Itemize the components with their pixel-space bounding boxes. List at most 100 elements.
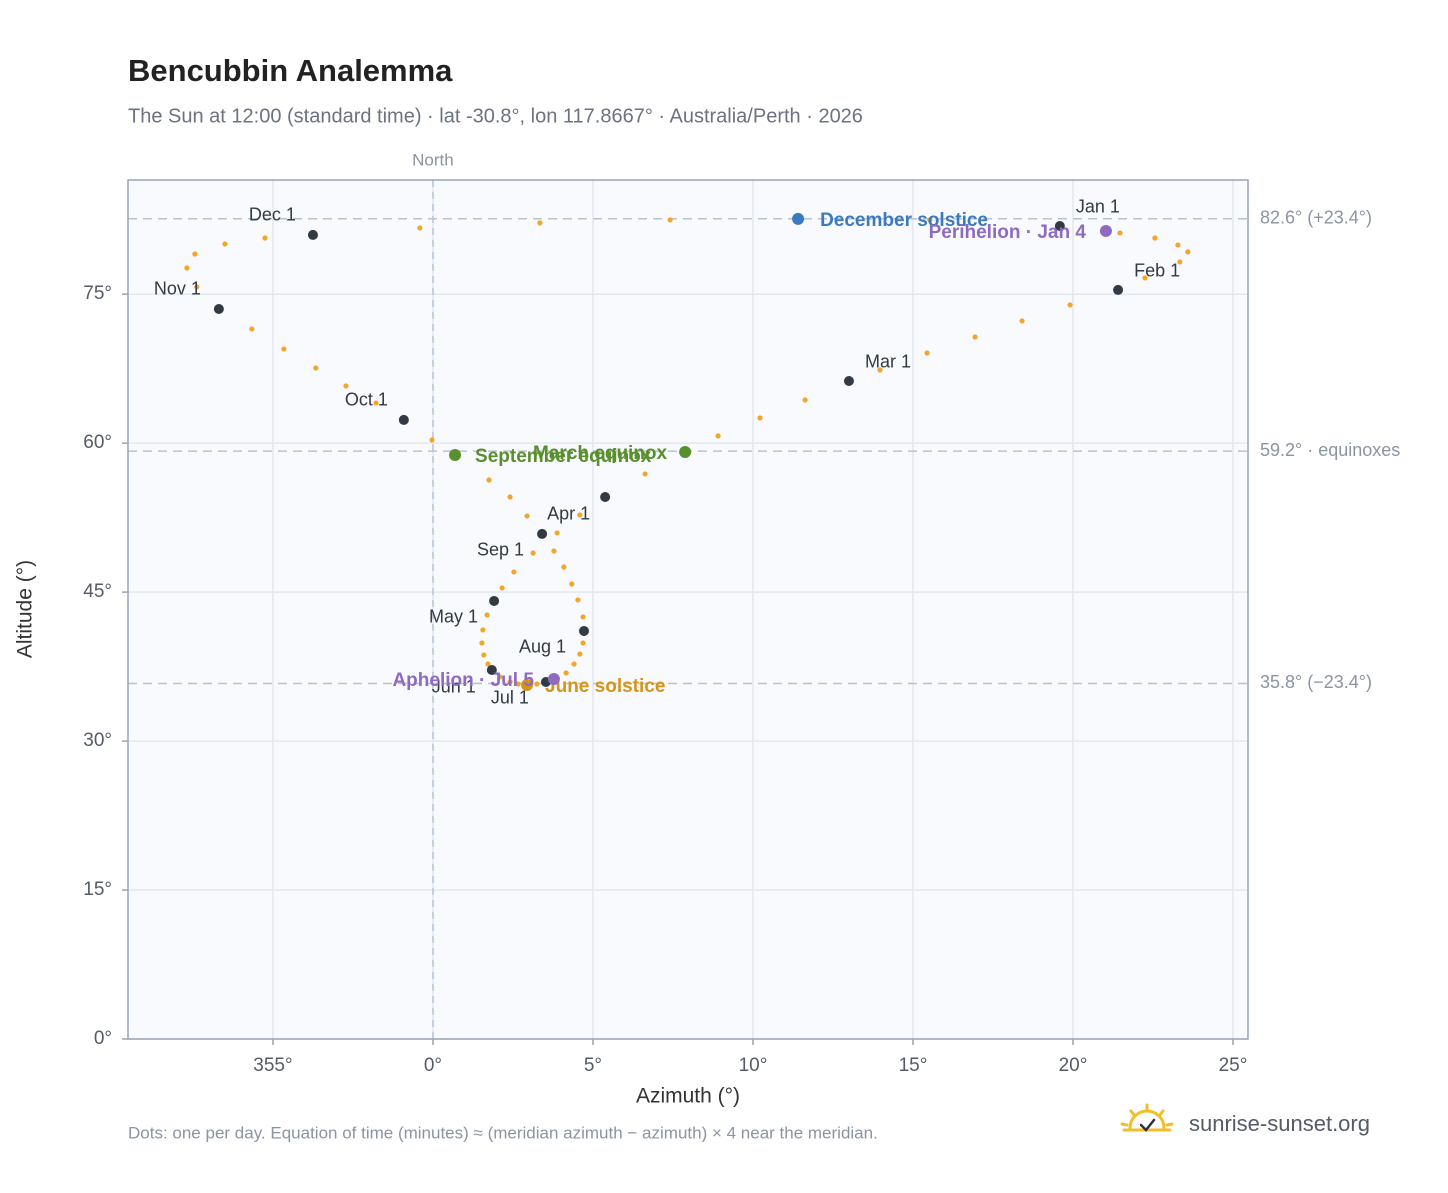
day-dot [1142, 275, 1148, 281]
day-dot [667, 217, 673, 223]
day-dot [1152, 235, 1158, 241]
month-marker [600, 491, 611, 502]
day-dot [927, 217, 933, 223]
day-dot [877, 367, 883, 373]
day-dot [1067, 302, 1073, 308]
event-label: September equinox [475, 446, 652, 467]
month-marker [1113, 284, 1124, 295]
month-label: Aug 1 [519, 637, 566, 657]
day-dot [757, 415, 763, 421]
day-dot [1019, 318, 1025, 324]
day-dot [577, 512, 583, 518]
month-label: Nov 1 [154, 279, 201, 299]
chart-title: Bencubbin Analemma [128, 53, 453, 88]
axes-layer: 355° 0° 5° 10° 15° 20° 25° 0° 15° 30° 45° 60° 75° [83, 283, 1247, 1076]
day-dot [524, 513, 530, 519]
x-tick-label: 355° [253, 1055, 292, 1076]
reference-label: 35.8° (−23.4°) [1260, 672, 1372, 692]
month-marker [843, 375, 854, 386]
day-dot [537, 220, 543, 226]
day-dot [924, 350, 930, 356]
month-marker [398, 414, 409, 425]
day-dot [551, 548, 557, 554]
x-tick-label: 10° [739, 1055, 768, 1076]
day-dot [373, 400, 379, 406]
month-marker [537, 528, 548, 539]
day-dot [511, 569, 517, 575]
y-tick-label: 60° [83, 432, 112, 453]
day-dot [192, 251, 198, 257]
day-dot [343, 383, 349, 389]
chart-subtitle: The Sun at 12:00 (standard time) · lat -… [128, 105, 863, 127]
event-marker [521, 678, 534, 691]
event-label: March equinox [533, 443, 668, 464]
day-dot [507, 679, 513, 685]
month-label: Dec 1 [249, 205, 296, 225]
month-marker [486, 664, 497, 675]
day-dot [561, 564, 567, 570]
month-marker [579, 625, 589, 636]
day-dot [715, 433, 721, 439]
month-label: May 1 [429, 607, 478, 627]
day-dot [571, 661, 577, 667]
day-dot [486, 477, 492, 483]
plot-border [127, 179, 1249, 1040]
month-label: Mar 1 [865, 352, 911, 372]
y-tick-label: 45° [83, 581, 112, 602]
day-dot [281, 346, 287, 352]
grid-layer [128, 180, 1248, 1040]
reference-label: 82.6° (+23.4°) [1260, 207, 1372, 227]
event-label: Perihelion · Jan 4 [929, 222, 1087, 243]
day-dot [222, 241, 228, 247]
day-dot [575, 597, 581, 603]
day-dot [1185, 249, 1191, 255]
day-dot [262, 235, 268, 241]
north-label: North [412, 150, 454, 169]
day-dot [569, 581, 575, 587]
x-tick-label: 15° [899, 1055, 928, 1076]
month-label: Jul 1 [491, 688, 529, 708]
month-label: Jan 1 [1076, 197, 1120, 217]
event-label: June solstice [545, 676, 665, 697]
day-dot [972, 334, 978, 340]
day-dot [534, 681, 540, 687]
reference-layer: North 82.6° (+23.4°) 59.2° · equinoxes 35.8… [128, 150, 1400, 1039]
day-dot [497, 674, 503, 680]
day-dot [1175, 242, 1181, 248]
day-dot [484, 612, 490, 618]
x-tick-label: 20° [1059, 1055, 1088, 1076]
month-label: Sep 1 [477, 540, 524, 560]
y-tick-label: 75° [83, 283, 112, 304]
day-dot [249, 326, 255, 332]
day-dot [481, 652, 487, 658]
x-tick-label: 25° [1219, 1055, 1248, 1076]
day-dot [554, 530, 560, 536]
y-tick-label: 0° [94, 1028, 112, 1049]
brand-name: sunrise-sunset.org [1189, 1111, 1370, 1136]
day-dot [507, 494, 513, 500]
markers-layer: Jan 1 Feb 1 Mar 1 Apr 1 May 1 Jun 1 Jul 1 Aug 1… [154, 197, 1180, 708]
x-axis-label: Azimuth (°) [636, 1085, 740, 1108]
day-dot [642, 471, 648, 477]
brand-logo [1120, 1103, 1174, 1132]
y-axis-label: Altitude (°) [14, 560, 37, 658]
x-tick-label: 0° [424, 1055, 442, 1076]
day-dot [485, 661, 491, 667]
event-label: Aphelion · Jul 5 [392, 670, 534, 691]
day-dot [480, 627, 486, 633]
month-marker [1054, 220, 1065, 231]
day-dot [479, 640, 485, 646]
day-dot [1117, 230, 1123, 236]
day-dot [499, 585, 505, 591]
footnote: Dots: one per day. Equation of time (min… [128, 1123, 878, 1142]
event-marker [679, 446, 692, 459]
month-label: Apr 1 [547, 504, 590, 524]
day-dot [515, 681, 521, 687]
day-dot [429, 437, 435, 443]
day-dot [580, 614, 586, 620]
month-label: Feb 1 [1134, 261, 1180, 281]
month-marker [489, 595, 500, 606]
day-dot [580, 640, 586, 646]
event-marker [792, 212, 805, 225]
